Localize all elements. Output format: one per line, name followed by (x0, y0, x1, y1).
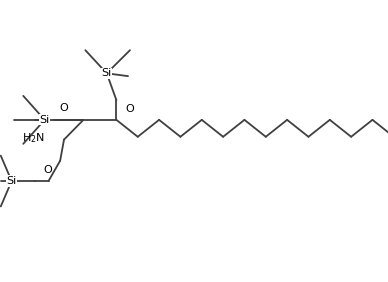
Text: O: O (125, 103, 134, 114)
Text: $\mathregular{H_2N}$: $\mathregular{H_2N}$ (23, 131, 45, 145)
Text: Si: Si (40, 115, 50, 125)
Text: O: O (60, 103, 68, 113)
Text: Si: Si (102, 68, 112, 78)
Text: Si: Si (7, 176, 17, 186)
Text: O: O (43, 165, 52, 175)
